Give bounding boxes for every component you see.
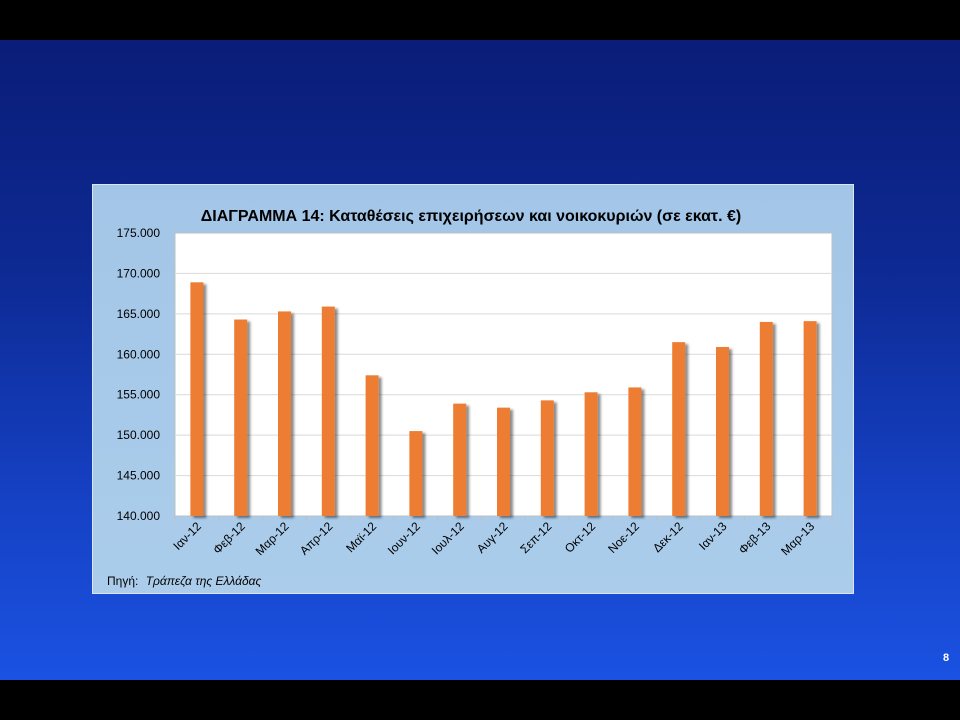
bar bbox=[190, 282, 204, 516]
bar bbox=[278, 311, 291, 516]
x-tick-label: Ιαν-12 bbox=[170, 519, 204, 553]
bar bbox=[584, 392, 598, 516]
bars bbox=[190, 282, 817, 516]
y-axis-labels: 140.000 145.000 150.000 155.000 160.000 165.0… bbox=[117, 226, 161, 523]
x-tick-label: Ιουν-12 bbox=[385, 519, 423, 557]
slide-number: 8 bbox=[942, 652, 950, 664]
bar bbox=[759, 321, 773, 516]
chart-panel: ΔΙΑΓΡΑΜΜΑ 14: Καταθέσεις επιχειρήσεων κα… bbox=[93, 185, 853, 593]
x-tick-label: Μαρ-12 bbox=[253, 519, 292, 558]
x-tick-label: Δεκ-12 bbox=[650, 519, 686, 555]
source-text: Τράπεζα της Ελλάδας bbox=[146, 574, 262, 588]
x-tick-label: Μαϊ-12 bbox=[343, 519, 379, 555]
x-axis-ticks bbox=[174, 516, 833, 521]
x-tick-label: Οκτ-12 bbox=[562, 519, 599, 556]
bar bbox=[803, 321, 817, 516]
source-label: Πηγή: bbox=[107, 574, 138, 588]
x-tick-label: Φεβ-12 bbox=[210, 519, 248, 557]
y-tick-label: 165.000 bbox=[117, 307, 161, 321]
x-axis-labels: Ιαν-12 Φεβ-12 Μαρ-12 Απρ-12 Μαϊ-12 Ιουν-12 Ιου… bbox=[170, 519, 817, 558]
chart-svg: ΔΙΑΓΡΑΜΜΑ 14: Καταθέσεις επιχειρήσεων κα… bbox=[107, 208, 833, 588]
x-tick-label: Μαρ-13 bbox=[778, 519, 817, 558]
y-tick-label: 160.000 bbox=[117, 347, 161, 361]
x-tick-label: Ιουλ-12 bbox=[429, 519, 467, 557]
bottom-letterbox-bar bbox=[0, 680, 960, 720]
bar bbox=[321, 306, 335, 516]
y-tick-label: 170.000 bbox=[117, 266, 161, 280]
x-tick-label: Φεβ-13 bbox=[736, 519, 774, 557]
x-tick-label: Νοε-12 bbox=[605, 519, 642, 556]
x-tick-label: Αυγ-12 bbox=[474, 519, 511, 556]
y-tick-label: 175.000 bbox=[117, 226, 161, 240]
bar bbox=[672, 342, 686, 516]
source-note: Πηγή: Τράπεζα της Ελλάδας bbox=[107, 574, 262, 588]
x-tick-label: Ιαν-13 bbox=[696, 519, 730, 553]
x-tick-label: Απρ-12 bbox=[297, 519, 336, 558]
top-letterbox-bar bbox=[0, 0, 960, 40]
y-tick-label: 150.000 bbox=[117, 428, 161, 442]
bar bbox=[234, 319, 248, 516]
bar bbox=[716, 347, 729, 516]
y-tick-label: 140.000 bbox=[117, 509, 161, 523]
bar bbox=[540, 400, 554, 516]
y-tick-label: 155.000 bbox=[117, 388, 161, 402]
chart-title: ΔΙΑΓΡΑΜΜΑ 14: Καταθέσεις επιχειρήσεων κα… bbox=[201, 208, 741, 225]
bar bbox=[453, 403, 467, 516]
bar bbox=[497, 407, 510, 516]
y-tick-label: 145.000 bbox=[117, 469, 161, 483]
bar bbox=[409, 431, 423, 516]
bar bbox=[365, 375, 379, 516]
bar bbox=[628, 387, 642, 516]
x-tick-label: Σεπ-12 bbox=[517, 519, 554, 556]
